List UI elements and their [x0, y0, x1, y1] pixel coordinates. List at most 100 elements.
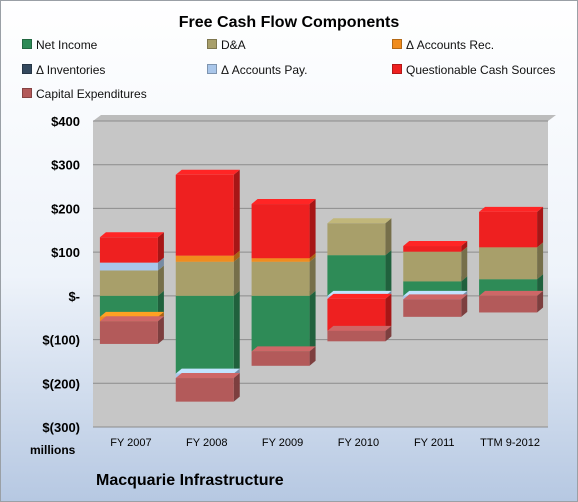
bar-top — [175, 169, 240, 175]
y-tick-label: $- — [68, 289, 80, 304]
bar-top — [175, 373, 240, 379]
legend-item-capex: Capital Expenditures — [22, 87, 147, 101]
x-tick-label: FY 2010 — [338, 437, 379, 449]
bar-segment — [251, 204, 310, 259]
bar-side — [157, 316, 164, 344]
bar-segment — [251, 351, 310, 366]
bar-segment — [403, 299, 462, 317]
bar-segment — [175, 174, 234, 256]
bar-side — [385, 250, 392, 296]
bar-segment — [479, 295, 538, 313]
bar-segment — [175, 261, 234, 296]
legend-label-accounts-rec: Δ Accounts Rec. — [406, 38, 495, 52]
legend-label-capex: Capital Expenditures — [36, 87, 147, 101]
legend-item-accounts-rec: Δ Accounts Rec. — [392, 38, 494, 52]
bar-side — [385, 293, 392, 331]
x-tick-label: FY 2007 — [110, 437, 151, 449]
bar-top — [479, 206, 544, 212]
bar-segment — [251, 295, 310, 352]
bar-top — [327, 218, 392, 224]
bar-side — [157, 265, 164, 296]
legend-item-questionable-cash: Questionable Cash Sources — [392, 63, 555, 77]
legend-swatch-accounts-rec — [392, 39, 402, 49]
bar-side — [537, 290, 544, 313]
bar-side — [309, 290, 316, 352]
y-tick-label: $(100) — [42, 333, 80, 348]
bar-segment — [327, 223, 386, 256]
plot-background — [93, 121, 548, 427]
y-tick-label: $400 — [51, 114, 80, 129]
y-tick-label: $300 — [51, 158, 80, 173]
bar-side — [537, 206, 544, 248]
bar-segment — [403, 251, 462, 282]
bar-side — [233, 373, 240, 402]
legend-item-inventories: Δ Inventories — [22, 63, 105, 77]
bar-side — [233, 250, 240, 262]
legend-swatch-capex — [22, 88, 32, 98]
x-tick-label: FY 2008 — [186, 437, 227, 449]
x-tick-label: FY 2011 — [414, 437, 455, 449]
bar-side — [233, 169, 240, 256]
bar-top — [251, 346, 316, 352]
bar-side — [309, 199, 316, 259]
bar-top — [99, 232, 164, 238]
legend-item-net-income: Net Income — [22, 38, 97, 52]
legend-item-da: D&A — [207, 38, 246, 52]
bar-side — [385, 218, 392, 256]
bar-segment — [479, 247, 538, 280]
bar-top — [327, 293, 392, 299]
legend-label-inventories: Δ Inventories — [36, 63, 106, 77]
bar-segment — [327, 298, 386, 331]
units-label: millions — [30, 443, 76, 457]
bar-side — [233, 256, 240, 296]
bar-top — [99, 311, 164, 317]
bar-top — [327, 325, 392, 331]
bar-side — [233, 290, 240, 374]
legend-item-accounts-pay: Δ Accounts Pay. — [207, 63, 308, 77]
bar-segment — [327, 330, 386, 342]
legend-swatch-inventories — [22, 64, 32, 74]
bar-segment — [251, 261, 310, 296]
legend-swatch-net-income — [22, 39, 32, 49]
bar-segment — [175, 295, 234, 374]
bar-side — [309, 256, 316, 296]
bar-segment — [403, 246, 462, 252]
bar-segment — [99, 321, 158, 344]
y-tick-label: $100 — [51, 245, 80, 260]
bar-top — [403, 241, 468, 247]
bar-side — [309, 346, 316, 366]
legend-swatch-da — [207, 39, 217, 49]
bar-segment — [99, 270, 158, 296]
bar-segment — [327, 255, 386, 296]
y-tick-label: $(300) — [42, 420, 80, 435]
bar-side — [309, 253, 316, 262]
bar-segment — [479, 211, 538, 248]
bar-top — [479, 290, 544, 296]
bar-side — [157, 232, 164, 263]
legend-label-net-income: Net Income — [36, 38, 98, 52]
bar-side — [157, 290, 164, 317]
bar-segment — [251, 258, 310, 262]
chart-title: Free Cash Flow Components — [178, 14, 400, 31]
legend-label-da: D&A — [221, 38, 246, 52]
bar-side — [385, 325, 392, 342]
bar-side — [461, 294, 468, 317]
y-tick-label: $200 — [51, 201, 80, 216]
legend-label-questionable-cash: Questionable Cash Sources — [406, 63, 556, 77]
bar-segment — [99, 295, 158, 317]
x-tick-label: FY 2009 — [262, 437, 303, 449]
legend-swatch-accounts-pay — [207, 64, 217, 74]
bar-top — [251, 199, 316, 205]
company-name: Macquarie Infrastructure — [96, 472, 284, 489]
bar-segment — [175, 378, 234, 402]
bar-top — [175, 368, 240, 374]
bar-side — [157, 257, 164, 271]
legend-swatch-questionable-cash — [392, 64, 402, 74]
bar-side — [461, 241, 468, 252]
legend-label-accounts-pay: Δ Accounts Pay. — [221, 63, 308, 77]
y-tick-label: $(200) — [42, 376, 80, 391]
bar-segment — [99, 262, 158, 271]
bar-side — [461, 246, 468, 282]
x-tick-label: TTM 9-2012 — [480, 437, 540, 449]
bar-top — [99, 316, 164, 322]
